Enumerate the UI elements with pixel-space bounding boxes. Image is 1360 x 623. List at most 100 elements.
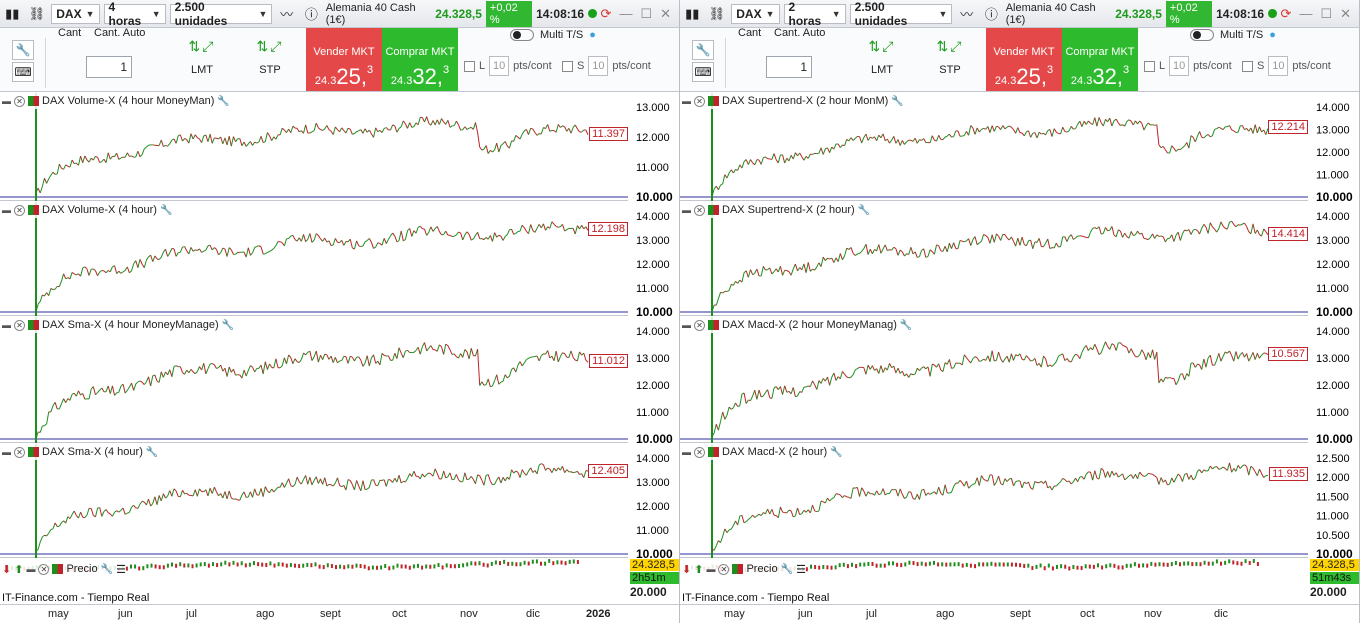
list-icon[interactable]: ☰ [116, 563, 126, 576]
close-panel-icon[interactable]: ✕ [14, 446, 25, 458]
collapse-icon[interactable]: ▬ [682, 96, 691, 106]
stop-pts-input[interactable]: 10 [1268, 56, 1289, 76]
limit-pts-input[interactable]: 10 [489, 56, 510, 76]
equity-chart: 14.000 13.000 12.000 11.000 10.000 [0, 202, 679, 316]
wrench-icon[interactable]: 🔧 [12, 40, 34, 60]
keyboard-icon[interactable]: ⌨ [12, 62, 34, 82]
info-icon[interactable]: ⓘ [304, 7, 318, 22]
link-icon[interactable]: ⛓ [28, 5, 46, 21]
close-panel-icon[interactable]: ✕ [14, 204, 25, 216]
collapse-icon[interactable]: ▬ [682, 320, 691, 330]
indicator-icon[interactable]: 〰 [280, 7, 294, 22]
collapse-icon[interactable]: ▬ [2, 96, 11, 106]
time-axis-label: jul [186, 608, 198, 620]
refresh-icon[interactable]: ⟳ [600, 5, 612, 21]
multi-ts[interactable]: Multi T/S ● [510, 29, 596, 41]
sell-market-button[interactable]: Vender MKT 24.325,3 [306, 28, 382, 91]
keyboard-icon[interactable]: ⌨ [692, 62, 714, 82]
symbol-selector[interactable]: DAX ▼ [731, 3, 780, 24]
chevron-down-icon: ▼ [765, 8, 775, 19]
buy-market-button[interactable]: Comprar MKT 24.332,3 [382, 28, 458, 91]
close-panel-icon[interactable]: ✕ [14, 95, 25, 107]
collapse-icon[interactable]: ▬ [2, 320, 11, 330]
symbol-selector[interactable]: DAX ▼ [51, 3, 100, 24]
down-arrow-icon[interactable]: ⬇ [682, 563, 692, 576]
close-panel-icon[interactable]: ✕ [38, 563, 50, 575]
close-panel-icon[interactable]: ✕ [718, 563, 730, 575]
timeframe-selector[interactable]: 4 horas ▼ [103, 0, 166, 28]
collapse-icon[interactable]: ▬ [682, 205, 691, 215]
indicator-icon[interactable]: 〰 [960, 7, 974, 22]
timeframe-selector[interactable]: 2 horas ▼ [783, 0, 846, 28]
down-arrow-icon[interactable]: ⬇ [2, 563, 12, 576]
multi-ts-toggle[interactable] [510, 29, 534, 41]
wrench-icon[interactable]: 🔧 [830, 446, 843, 458]
help-icon[interactable]: ● [589, 29, 596, 41]
limit-pts-input[interactable]: 10 [1169, 56, 1190, 76]
multi-ts-toggle[interactable] [1190, 29, 1214, 41]
close-icon[interactable]: ✕ [660, 5, 672, 21]
close-icon[interactable]: ✕ [1340, 5, 1352, 21]
refresh-icon[interactable]: ⟳ [1280, 5, 1292, 21]
stp-order-button[interactable]: ⇅⤢ STP [240, 38, 300, 76]
minimize-icon[interactable]: — [1299, 5, 1313, 21]
minimize-icon[interactable]: — [619, 5, 633, 21]
stop-pts-input[interactable]: 10 [588, 56, 609, 76]
wrench-icon[interactable]: 🔧 [857, 204, 871, 216]
quantity-input[interactable]: 1 [766, 56, 812, 78]
buy-market-button[interactable]: Comprar MKT 24.332,3 [1062, 28, 1138, 91]
limit-pts-label: pts/cont [1193, 60, 1232, 72]
auto-qty-label[interactable]: Cant. Auto [774, 27, 826, 39]
list-icon[interactable]: ☰ [796, 563, 806, 576]
wrench-icon[interactable]: 🔧 [145, 446, 159, 458]
chart-type-icon[interactable]: ▮▮ [685, 5, 700, 21]
multi-ts[interactable]: Multi T/S ● [1190, 29, 1276, 41]
collapse-icon[interactable]: ▬ [706, 564, 716, 574]
wrench-icon[interactable]: 🔧 [891, 95, 904, 107]
time-axis-label: 2026 [586, 608, 611, 620]
wrench-icon[interactable]: 🔧 [100, 563, 114, 575]
link-icon[interactable]: ⛓ [708, 5, 726, 21]
units-selector[interactable]: 2.500 unidades ▼ [169, 0, 273, 28]
close-panel-icon[interactable]: ✕ [694, 95, 705, 107]
wrench-icon[interactable]: 🔧 [692, 40, 714, 60]
quantity-input[interactable]: 1 [86, 56, 132, 78]
flag-icon [52, 564, 64, 574]
auto-qty-label[interactable]: Cant. Auto [94, 27, 146, 39]
up-arrow-icon[interactable]: ⬆ [14, 563, 24, 576]
y-tick-label: 12.000 [636, 380, 670, 392]
close-panel-icon[interactable]: ✕ [694, 446, 705, 458]
maximize-icon[interactable]: ☐ [1320, 5, 1333, 21]
close-panel-icon[interactable]: ✕ [14, 319, 25, 331]
collapse-icon[interactable]: ▬ [682, 447, 691, 457]
collapse-icon[interactable]: ▬ [2, 447, 11, 457]
units-selector[interactable]: 2.500 unidades ▼ [849, 0, 953, 28]
wrench-icon[interactable]: 🔧 [780, 563, 794, 575]
help-icon[interactable]: ● [1269, 29, 1276, 41]
change-badge: +0,02 % [1165, 0, 1213, 27]
info-icon[interactable]: ⓘ [984, 7, 998, 22]
y-tick-label: 10.000 [1316, 547, 1353, 558]
wrench-icon[interactable]: 🔧 [217, 95, 230, 107]
wrench-icon[interactable]: 🔧 [221, 319, 235, 331]
close-panel-icon[interactable]: ✕ [694, 319, 705, 331]
wrench-icon[interactable]: 🔧 [159, 204, 173, 216]
chart-type-icon[interactable]: ▮▮ [5, 5, 20, 21]
panel-header: ▬ ✕ DAX Macd-X (2 hour) 🔧 [680, 444, 843, 460]
close-panel-icon[interactable]: ✕ [694, 204, 705, 216]
stop-checkbox[interactable] [1242, 60, 1253, 72]
collapse-icon[interactable]: ▬ [2, 205, 11, 215]
lmt-order-button[interactable]: ⇅⤢ LMT [172, 38, 232, 76]
maximize-icon[interactable]: ☐ [640, 5, 653, 21]
lmt-order-button[interactable]: ⇅⤢ LMT [852, 38, 912, 76]
wrench-icon[interactable]: 🔧 [899, 319, 913, 331]
up-arrow-icon[interactable]: ⬆ [694, 563, 704, 576]
panel-title: DAX Sma-X (4 hour) [42, 446, 143, 458]
limit-checkbox[interactable] [464, 60, 475, 72]
limit-checkbox[interactable] [1144, 60, 1155, 72]
y-tick-label: 12.000 [636, 501, 670, 513]
stp-order-button[interactable]: ⇅⤢ STP [920, 38, 980, 76]
collapse-icon[interactable]: ▬ [26, 564, 36, 574]
sell-market-button[interactable]: Vender MKT 24.325,3 [986, 28, 1062, 91]
stop-checkbox[interactable] [562, 60, 573, 72]
